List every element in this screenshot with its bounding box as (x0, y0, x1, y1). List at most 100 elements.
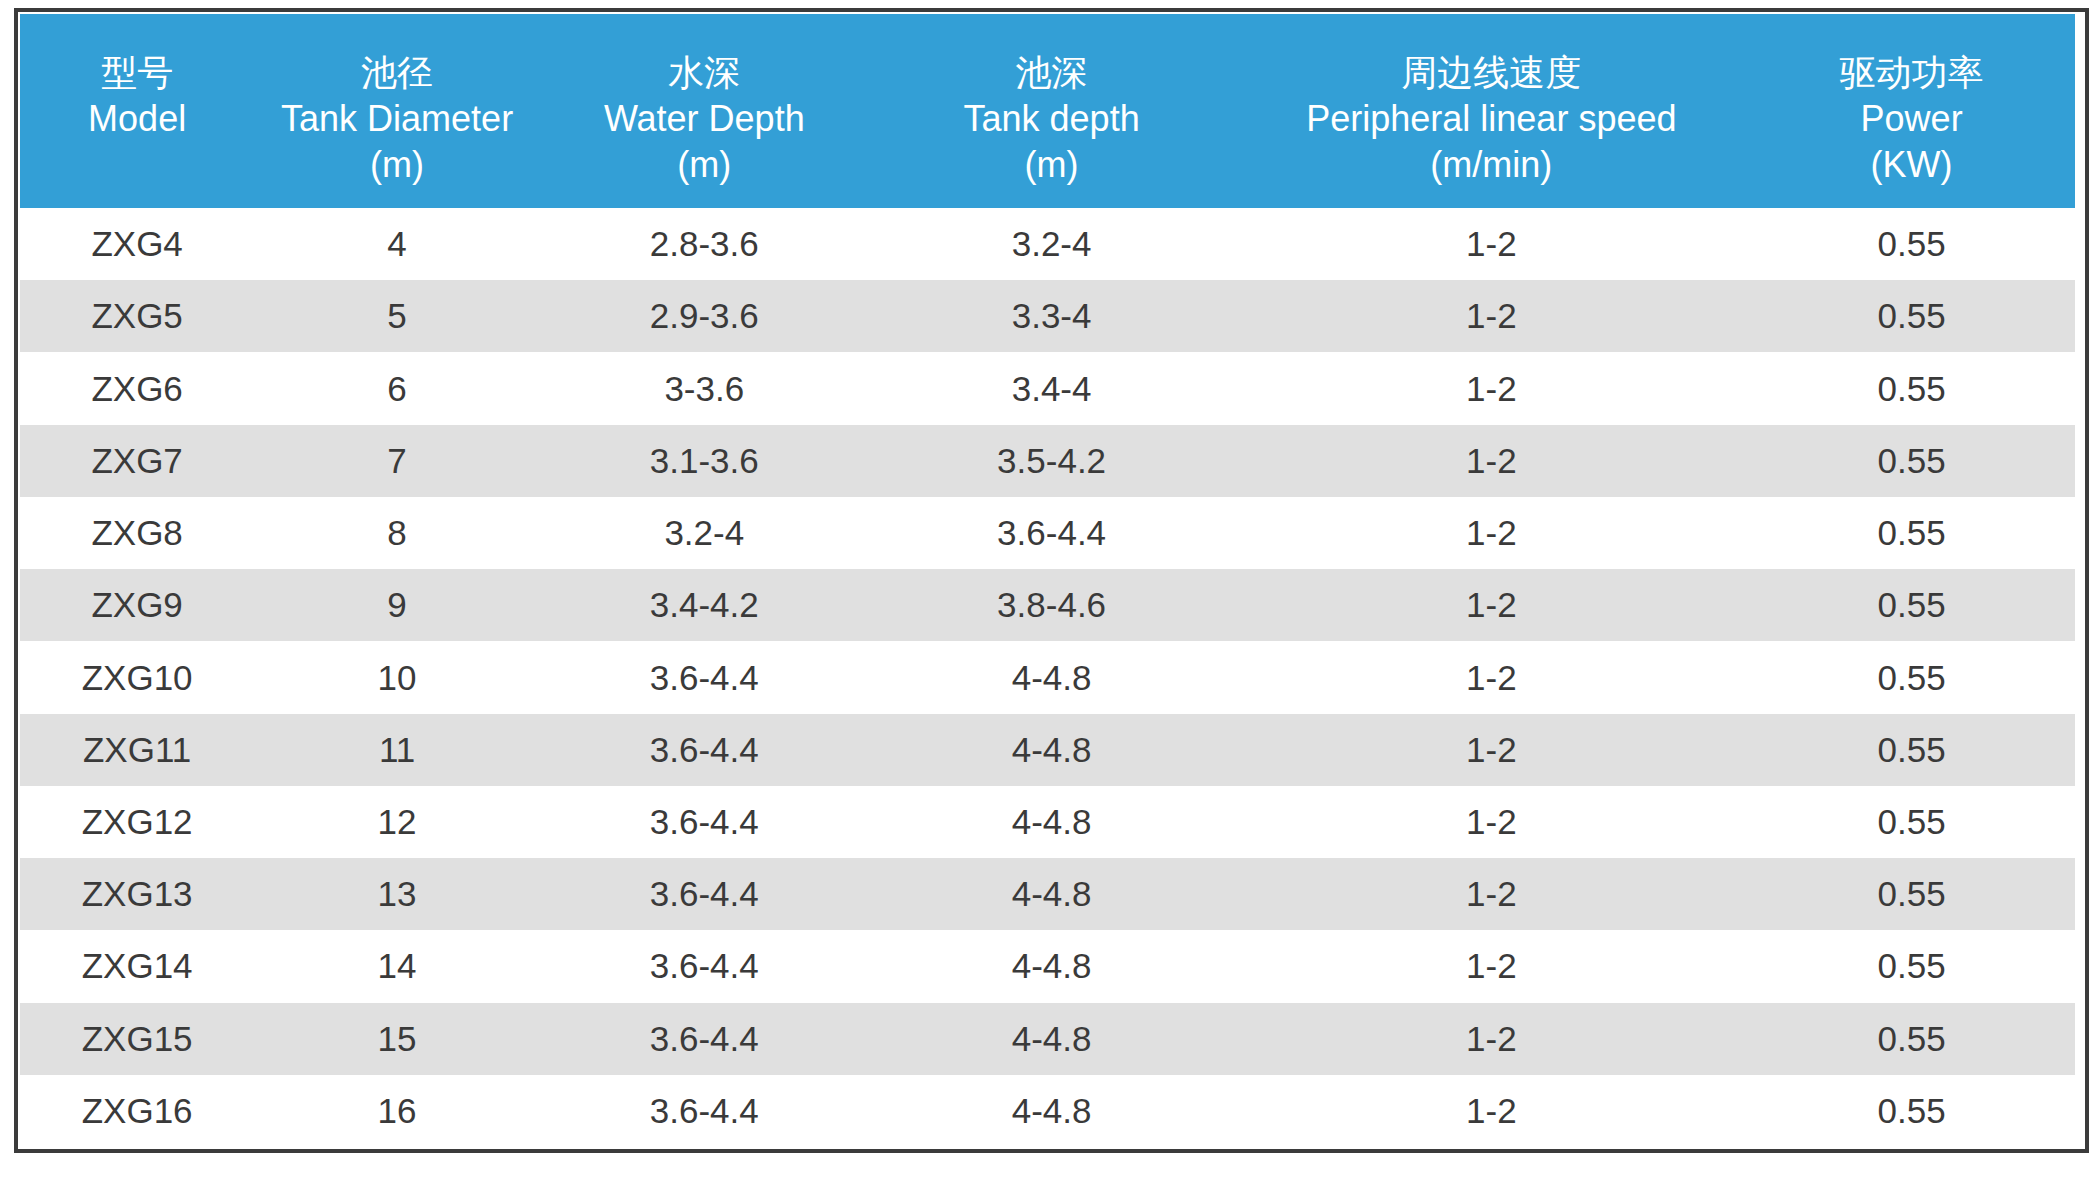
header-label-zh: 池径 (361, 50, 433, 96)
cell-model: ZXG7 (20, 425, 254, 497)
header-cell-water-depth: 水深Water Depth(m) (540, 14, 869, 208)
cell-tank-diameter: 4 (254, 208, 540, 280)
cell-peripheral-linear-speed: 1-2 (1234, 641, 1748, 713)
cell-peripheral-linear-speed: 1-2 (1234, 1075, 1748, 1147)
cell-peripheral-linear-speed: 1-2 (1234, 208, 1748, 280)
cell-tank-diameter: 15 (254, 1003, 540, 1075)
header-label-zh: 周边线速度 (1401, 50, 1581, 96)
cell-power: 0.55 (1748, 714, 2075, 786)
header-label-zh: 池深 (1016, 50, 1088, 96)
header-label-zh: 型号 (101, 50, 173, 96)
cell-tank-depth: 4-4.8 (869, 858, 1235, 930)
table-row: ZXG442.8-3.63.2-41-20.55 (20, 208, 2075, 280)
cell-tank-diameter: 8 (254, 497, 540, 569)
header-label-zh: 水深 (668, 50, 740, 96)
cell-model: ZXG11 (20, 714, 254, 786)
table-row: ZXG552.9-3.63.3-41-20.55 (20, 280, 2075, 352)
cell-water-depth: 3.6-4.4 (540, 858, 869, 930)
header-unit: (m) (1025, 142, 1079, 188)
cell-model: ZXG6 (20, 352, 254, 424)
cell-tank-diameter: 7 (254, 425, 540, 497)
cell-model: ZXG12 (20, 786, 254, 858)
cell-power: 0.55 (1748, 858, 2075, 930)
cell-model: ZXG8 (20, 497, 254, 569)
table-header-row: 型号Model池径Tank Diameter(m)水深Water Depth(m… (20, 14, 2075, 208)
cell-power: 0.55 (1748, 208, 2075, 280)
spec-table-frame: 型号Model池径Tank Diameter(m)水深Water Depth(m… (14, 8, 2089, 1153)
table-row: ZXG13133.6-4.44-4.81-20.55 (20, 858, 2075, 930)
cell-model: ZXG10 (20, 641, 254, 713)
cell-tank-diameter: 9 (254, 569, 540, 641)
cell-peripheral-linear-speed: 1-2 (1234, 352, 1748, 424)
table-row: ZXG663-3.63.4-41-20.55 (20, 352, 2075, 424)
header-unit: (KW) (1871, 142, 1953, 188)
cell-water-depth: 3-3.6 (540, 352, 869, 424)
table-row: ZXG15153.6-4.44-4.81-20.55 (20, 1003, 2075, 1075)
cell-model: ZXG4 (20, 208, 254, 280)
cell-tank-depth: 3.2-4 (869, 208, 1235, 280)
cell-power: 0.55 (1748, 280, 2075, 352)
cell-tank-diameter: 11 (254, 714, 540, 786)
table-row: ZXG883.2-43.6-4.41-20.55 (20, 497, 2075, 569)
cell-model: ZXG16 (20, 1075, 254, 1147)
cell-tank-depth: 3.8-4.6 (869, 569, 1235, 641)
header-cell-tank-diameter: 池径Tank Diameter(m) (254, 14, 540, 208)
cell-tank-diameter: 14 (254, 930, 540, 1002)
header-cell-power: 驱动功率Power(KW) (1748, 14, 2075, 208)
cell-tank-diameter: 5 (254, 280, 540, 352)
cell-power: 0.55 (1748, 641, 2075, 713)
cell-tank-depth: 4-4.8 (869, 1003, 1235, 1075)
cell-tank-diameter: 10 (254, 641, 540, 713)
cell-tank-diameter: 6 (254, 352, 540, 424)
cell-peripheral-linear-speed: 1-2 (1234, 786, 1748, 858)
header-label-en: Model (88, 96, 186, 142)
cell-power: 0.55 (1748, 1075, 2075, 1147)
cell-model: ZXG9 (20, 569, 254, 641)
cell-water-depth: 3.4-4.2 (540, 569, 869, 641)
cell-power: 0.55 (1748, 786, 2075, 858)
cell-water-depth: 3.6-4.4 (540, 930, 869, 1002)
cell-tank-depth: 3.3-4 (869, 280, 1235, 352)
header-label-zh: 驱动功率 (1840, 50, 1984, 96)
cell-power: 0.55 (1748, 425, 2075, 497)
cell-water-depth: 3.2-4 (540, 497, 869, 569)
cell-water-depth: 3.6-4.4 (540, 1075, 869, 1147)
header-label-en: Tank depth (964, 96, 1140, 142)
cell-tank-depth: 4-4.8 (869, 1075, 1235, 1147)
cell-tank-depth: 4-4.8 (869, 786, 1235, 858)
cell-model: ZXG5 (20, 280, 254, 352)
cell-peripheral-linear-speed: 1-2 (1234, 280, 1748, 352)
cell-power: 0.55 (1748, 1003, 2075, 1075)
table-row: ZXG11113.6-4.44-4.81-20.55 (20, 714, 2075, 786)
cell-tank-depth: 4-4.8 (869, 714, 1235, 786)
header-label-en: Power (1861, 96, 1963, 142)
table-row: ZXG773.1-3.63.5-4.21-20.55 (20, 425, 2075, 497)
cell-water-depth: 3.1-3.6 (540, 425, 869, 497)
cell-model: ZXG14 (20, 930, 254, 1002)
table-row: ZXG12123.6-4.44-4.81-20.55 (20, 786, 2075, 858)
cell-water-depth: 2.8-3.6 (540, 208, 869, 280)
table-row: ZXG10103.6-4.44-4.81-20.55 (20, 641, 2075, 713)
header-label-en: Peripheral linear speed (1306, 96, 1676, 142)
cell-peripheral-linear-speed: 1-2 (1234, 714, 1748, 786)
cell-tank-depth: 4-4.8 (869, 930, 1235, 1002)
cell-tank-depth: 3.4-4 (869, 352, 1235, 424)
cell-power: 0.55 (1748, 569, 2075, 641)
cell-peripheral-linear-speed: 1-2 (1234, 858, 1748, 930)
table-row: ZXG993.4-4.23.8-4.61-20.55 (20, 569, 2075, 641)
cell-peripheral-linear-speed: 1-2 (1234, 1003, 1748, 1075)
cell-power: 0.55 (1748, 930, 2075, 1002)
table-row: ZXG14143.6-4.44-4.81-20.55 (20, 930, 2075, 1002)
header-cell-model: 型号Model (20, 14, 254, 208)
cell-peripheral-linear-speed: 1-2 (1234, 425, 1748, 497)
table-body: ZXG442.8-3.63.2-41-20.55ZXG552.9-3.63.3-… (20, 208, 2075, 1147)
cell-peripheral-linear-speed: 1-2 (1234, 569, 1748, 641)
header-unit: (m) (370, 142, 424, 188)
header-unit: (m/min) (1430, 142, 1552, 188)
header-cell-tank-depth: 池深Tank depth(m) (869, 14, 1235, 208)
cell-water-depth: 3.6-4.4 (540, 786, 869, 858)
cell-tank-diameter: 12 (254, 786, 540, 858)
cell-water-depth: 2.9-3.6 (540, 280, 869, 352)
header-label-en: Tank Diameter (281, 96, 513, 142)
cell-tank-diameter: 16 (254, 1075, 540, 1147)
